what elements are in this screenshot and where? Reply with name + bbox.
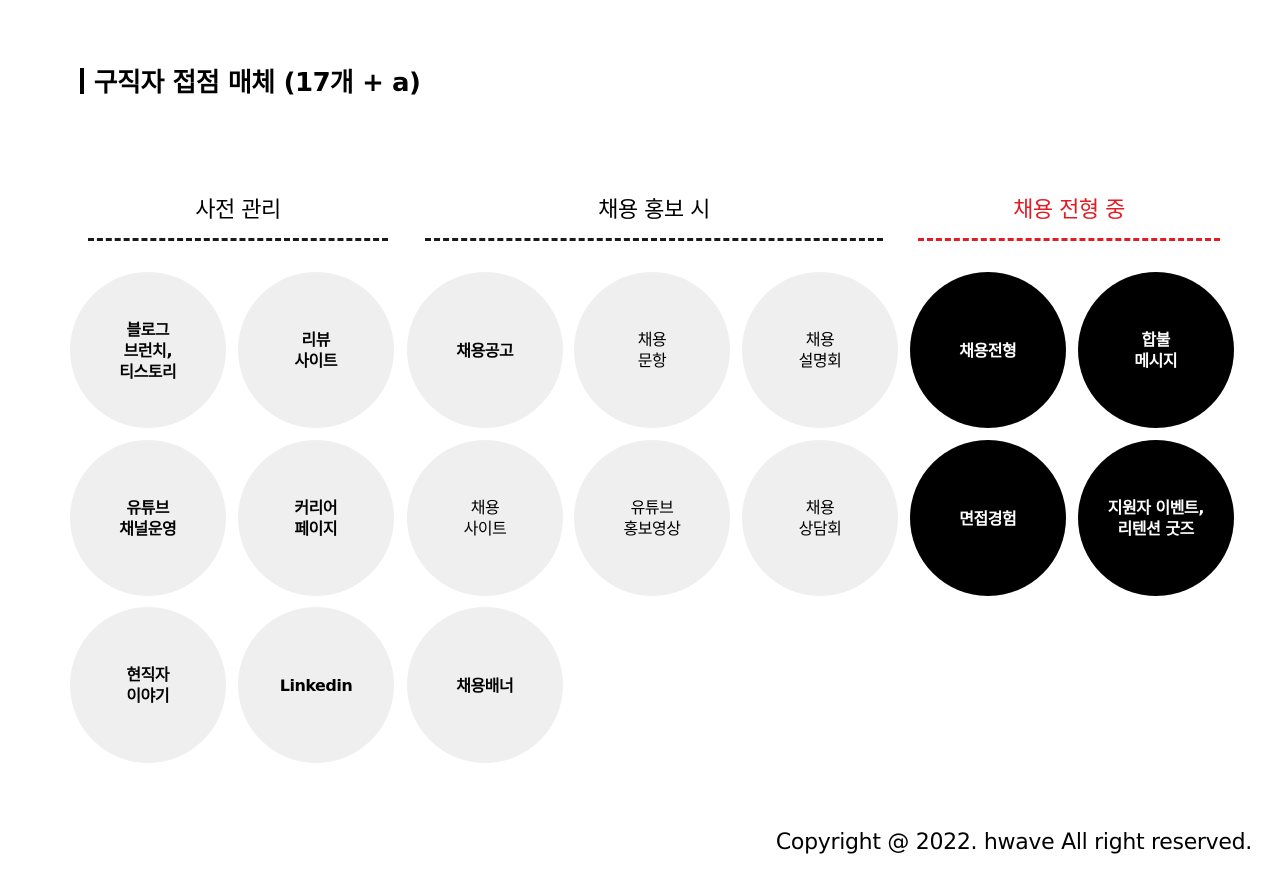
media-circle-job-site: 채용 사이트	[407, 440, 563, 596]
media-circle-job-post: 채용공고	[407, 272, 563, 428]
page-title: 구직자 접점 매체 (17개 + a)	[80, 62, 421, 99]
media-circle-job-banner: 채용배너	[407, 607, 563, 763]
media-circle-linkedin: Linkedin	[238, 607, 394, 763]
media-circle-job-briefing: 채용 설명회	[742, 272, 898, 428]
section-divider-recruit-process	[918, 238, 1220, 241]
media-circle-job-consult: 채용 상담회	[742, 440, 898, 596]
section-header-pre-management: 사전 관리	[195, 198, 281, 223]
media-circle-recruit-process: 채용전형	[910, 272, 1066, 428]
section-divider-recruit-promotion	[425, 238, 883, 241]
media-circle-career-page: 커리어 페이지	[238, 440, 394, 596]
title-bar-mark	[80, 67, 84, 94]
media-circle-youtube-promo: 유튜브 홍보영상	[574, 440, 730, 596]
media-circle-employee-story: 현직자 이야기	[70, 607, 226, 763]
copyright-footer: Copyright @ 2022. hwave All right reserv…	[775, 830, 1252, 855]
media-circle-interview-experience: 면접경험	[910, 440, 1066, 596]
media-circle-blog: 블로그 브런치, 티스토리	[70, 272, 226, 428]
section-header-recruit-process: 채용 전형 중	[1013, 198, 1125, 223]
page-title-text: 구직자 접점 매체 (17개 + a)	[94, 68, 421, 98]
section-header-recruit-promotion: 채용 홍보 시	[598, 198, 710, 223]
media-circle-review-site: 리뷰 사이트	[238, 272, 394, 428]
media-circle-result-message: 합불 메시지	[1078, 272, 1234, 428]
media-circle-youtube-channel: 유튜브 채널운영	[70, 440, 226, 596]
media-circle-applicant-event: 지원자 이벤트, 리텐션 굿즈	[1078, 440, 1234, 596]
section-divider-pre-management	[88, 238, 388, 241]
media-circle-job-inquiry: 채용 문항	[574, 272, 730, 428]
